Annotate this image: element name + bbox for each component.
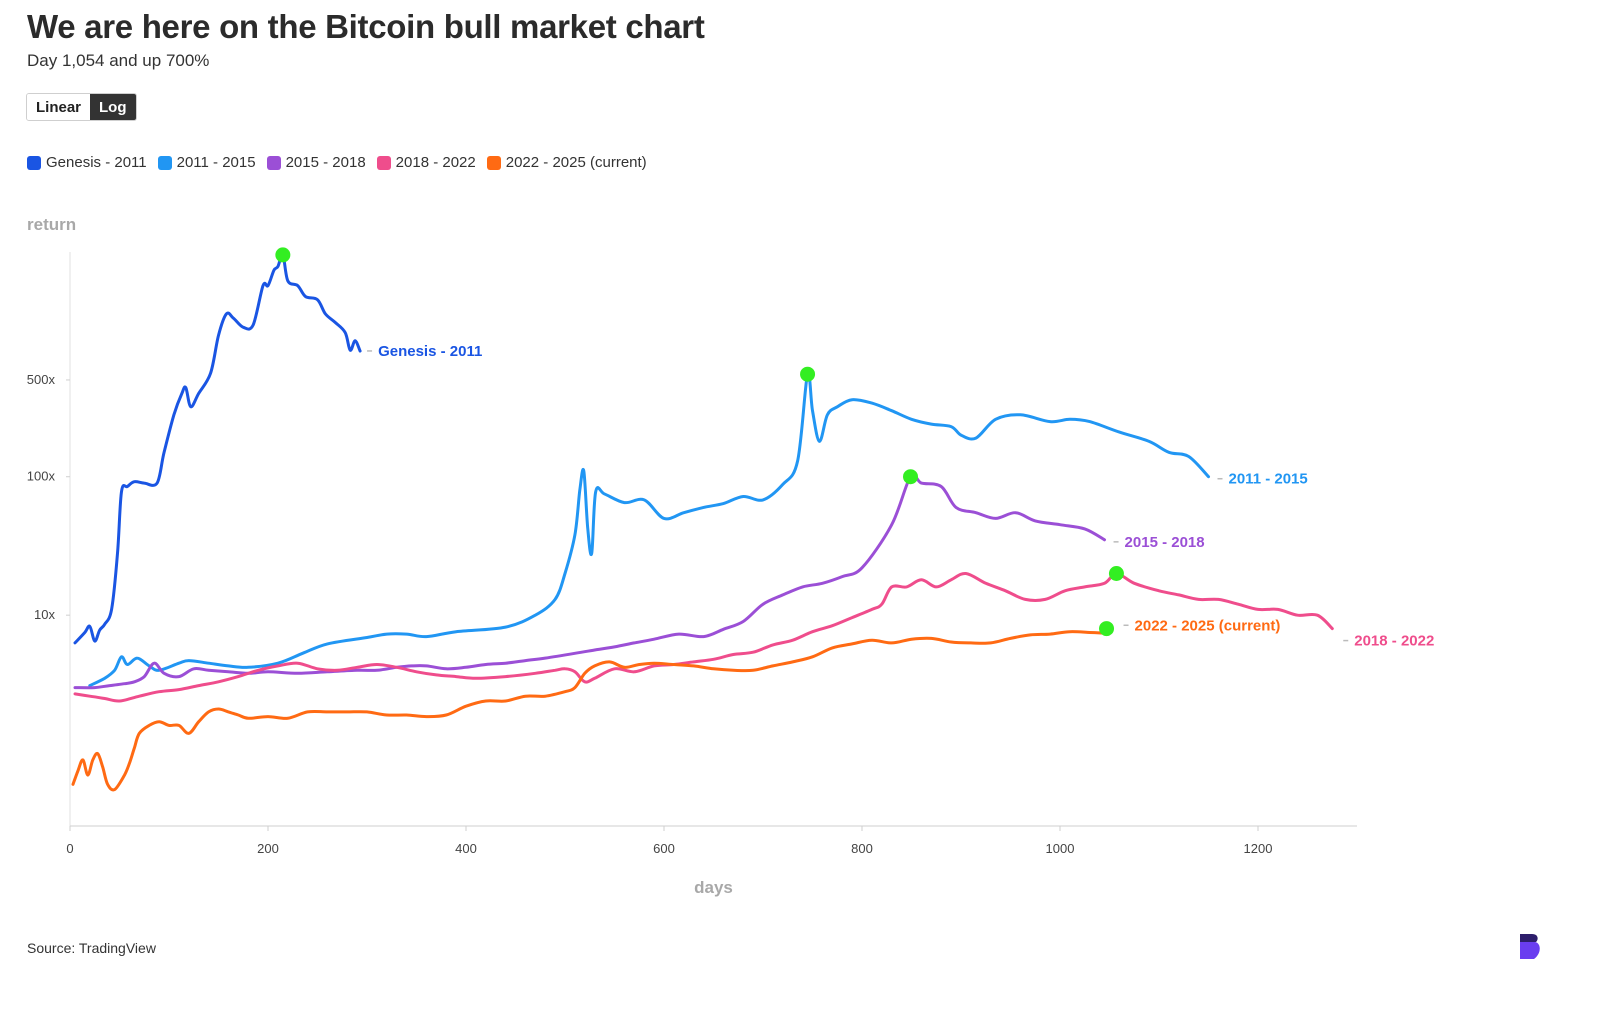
end-label-s2015: 2015 - 2018 xyxy=(1125,534,1205,551)
series-line-genesis xyxy=(73,253,362,645)
peak-marker-genesis xyxy=(275,247,291,263)
x-tick-label: 400 xyxy=(455,841,477,856)
legend-label-genesis: Genesis - 2011 xyxy=(46,154,147,171)
legend-item-2011[interactable]: 2011 - 2015 xyxy=(157,154,256,171)
log-scale-button[interactable]: Log xyxy=(90,94,136,120)
end-label-s2018: 2018 - 2022 xyxy=(1354,633,1434,650)
x-axis-title: days xyxy=(694,878,733,897)
x-tick-label: 0 xyxy=(66,841,73,856)
series-line-s2022 xyxy=(71,630,1108,792)
y-tick-label: 10x xyxy=(34,607,55,622)
peak-marker-s2015 xyxy=(903,469,919,485)
legend-item-genesis[interactable]: Genesis - 2011 xyxy=(27,154,147,171)
legend-swatch-2011 xyxy=(157,155,172,170)
peak-marker-s2022 xyxy=(1099,621,1115,637)
x-tick-label: 1000 xyxy=(1046,841,1075,856)
source-note: Source: TradingView xyxy=(27,940,156,956)
y-tick-label: 500x xyxy=(27,372,56,387)
logo-bottom-shape xyxy=(1520,942,1540,959)
legend-label-2015: 2015 - 2018 xyxy=(285,154,366,171)
scale-toggle: Linear Log xyxy=(26,93,137,121)
peak-marker-s2018 xyxy=(1108,565,1124,581)
x-tick-label: 800 xyxy=(851,841,873,856)
legend-item-2015[interactable]: 2015 - 2018 xyxy=(266,154,366,171)
end-label-s2011: 2011 - 2015 xyxy=(1229,471,1308,488)
y-axis-title: return xyxy=(27,215,76,234)
chart-title: We are here on the Bitcoin bull market c… xyxy=(27,8,705,45)
linear-scale-button[interactable]: Linear xyxy=(27,94,91,120)
series-line-s2011 xyxy=(88,371,1210,688)
logo-top-shape xyxy=(1520,934,1538,942)
brand-logo-icon xyxy=(1520,934,1540,959)
legend-label-2018: 2018 - 2022 xyxy=(395,154,476,171)
end-label-genesis: Genesis - 2011 xyxy=(378,343,482,360)
chart-legend: Genesis - 2011 2011 - 2015 2015 - 2018 2… xyxy=(27,154,658,171)
legend-swatch-2015 xyxy=(266,155,281,170)
legend-label-2011: 2011 - 2015 xyxy=(176,154,256,171)
x-tick-label: 1200 xyxy=(1244,841,1273,856)
legend-swatch-2022 xyxy=(486,155,501,170)
peak-marker-s2011 xyxy=(800,366,816,382)
legend-item-2018[interactable]: 2018 - 2022 xyxy=(376,154,476,171)
x-tick-label: 200 xyxy=(257,841,279,856)
x-tick-label: 600 xyxy=(653,841,675,856)
bull-market-chart: return days 0 200 400 600 800 1000 1200 10x 100x 50… xyxy=(27,215,1435,897)
chart-subtitle: Day 1,054 and up 700% xyxy=(27,51,210,70)
end-label-s2022: 2022 - 2025 (current) xyxy=(1135,617,1281,634)
y-tick-label: 100x xyxy=(27,469,56,484)
legend-swatch-2018 xyxy=(376,155,391,170)
legend-item-2022[interactable]: 2022 - 2025 (current) xyxy=(486,154,647,171)
series-line-s2015 xyxy=(73,473,1106,690)
legend-label-2022: 2022 - 2025 (current) xyxy=(505,154,647,171)
legend-swatch-genesis xyxy=(27,155,41,170)
